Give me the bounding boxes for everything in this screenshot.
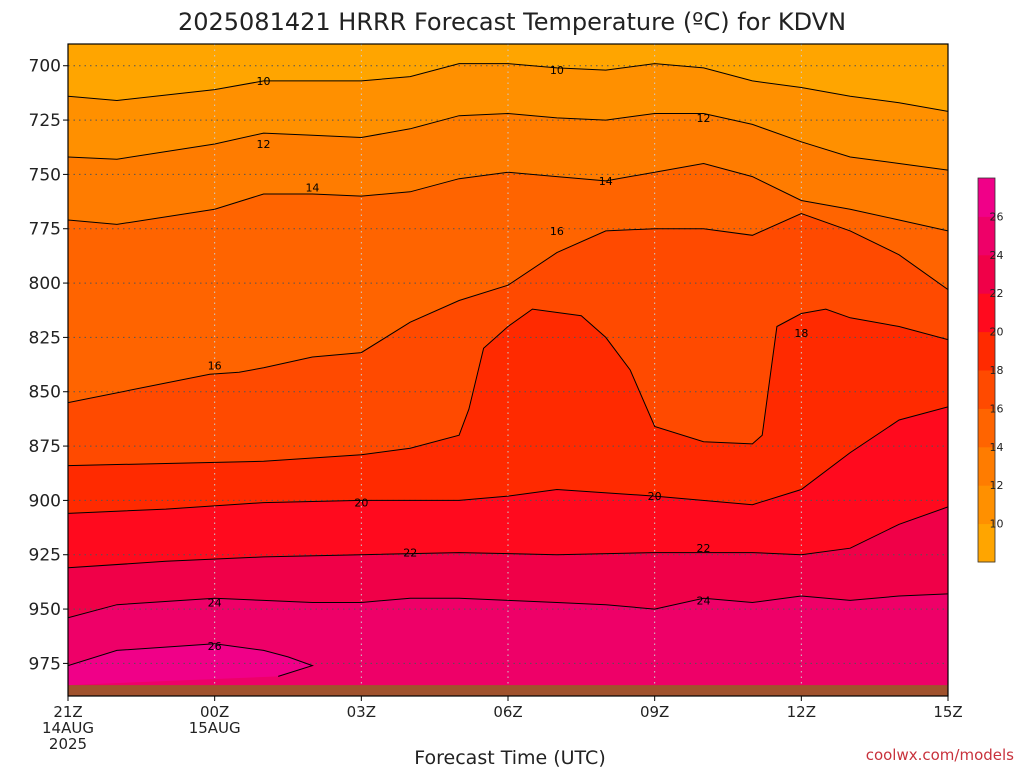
colorbar-swatch [978,408,995,448]
credit-text: coolwx.com/models [866,746,1014,764]
x-tick-label: 15AUG [189,719,241,737]
contour-line-18 [68,308,948,467]
chart-title: 2025081421 HRRR Forecast Temperature (ºC… [178,8,846,36]
colorbar-label: 24 [990,249,1004,262]
colorbar-swatch [978,331,995,371]
x-axis-title: Forecast Time (UTC) [414,747,605,768]
contour-label: 12 [697,112,711,125]
surface-ground [68,685,948,696]
contour-label: 16 [208,360,222,373]
contour-label: 24 [697,594,711,607]
colorbar-label: 12 [990,479,1004,492]
y-tick-label: 875 [29,437,61,457]
colorbar-swatch [978,446,995,486]
colorbar-legend: 10 12 14 16 18 20 22 24 26 [977,177,1004,563]
contour-label: 14 [599,175,613,188]
x-tick-label: 2025 [49,735,87,753]
y-axis: 700 725 750 775 800 825 850 875 900 925 950 975 [29,57,68,674]
y-tick-label: 900 [29,491,61,511]
contour-line-24 [68,593,948,619]
colorbar-label: 22 [990,287,1004,300]
contour-label: 26 [208,640,222,653]
contour-line-26 [68,643,314,677]
contour-line-16 [68,212,948,404]
y-tick-label: 925 [29,546,61,566]
contour-line-22 [68,506,948,569]
band-fill-26 [68,643,313,686]
colorbar-label: 26 [990,210,1004,223]
y-tick-label: 725 [29,111,61,131]
contour-label: 22 [697,542,711,555]
colorbar-swatch [978,254,995,294]
y-tick-label: 700 [29,57,61,77]
contour-label: 20 [354,497,368,510]
contour-label: 22 [403,547,417,560]
contour-label: 10 [550,64,564,77]
y-tick-label: 975 [29,654,61,674]
y-tick-label: 850 [29,383,61,403]
contour-label: 10 [257,75,271,88]
colorbar-label: 10 [990,518,1004,531]
y-tick-label: 825 [29,328,61,348]
colorbar-swatch [978,178,995,217]
x-tick-label: 03Z [347,703,376,721]
contour-line-10 [68,63,948,112]
contour-line-20 [68,406,948,514]
contour-label: 16 [550,225,564,238]
x-tick-label: 15Z [933,703,962,721]
contour-label: 12 [257,138,271,151]
y-tick-label: 950 [29,600,61,620]
y-tick-label: 775 [29,220,61,240]
x-tick-label: 00Z [200,703,229,721]
x-tick-label: 14AUG [42,719,94,737]
x-tick-label: 21Z [53,703,82,721]
colorbar-swatch [978,523,995,563]
x-tick-label: 12Z [787,703,816,721]
contour-label: 18 [794,327,808,340]
colorbar-label: 16 [990,402,1004,415]
contour-line-12 [68,112,948,171]
contour-label: 24 [208,597,222,610]
colorbar-swatch [978,370,995,409]
plot-frame [67,43,949,697]
contour-line-14 [68,162,948,232]
y-tick-label: 800 [29,274,61,294]
colorbar-label: 18 [990,364,1004,377]
colorbar-swatch [978,293,995,333]
colorbar-frame [977,177,996,563]
colorbar-swatch [978,485,995,525]
x-tick-label: 06Z [493,703,522,721]
x-tick-label: 09Z [640,703,669,721]
contour-label: 14 [305,181,319,194]
colorbar-label: 20 [990,326,1004,339]
plot-area: 10 10 12 12 14 14 16 16 18 20 20 22 22 24 24 26 [68,44,948,696]
colorbar-swatch [978,216,995,256]
colorbar-label: 14 [990,441,1004,454]
y-tick-label: 750 [29,165,61,185]
contour-label: 20 [648,490,662,503]
